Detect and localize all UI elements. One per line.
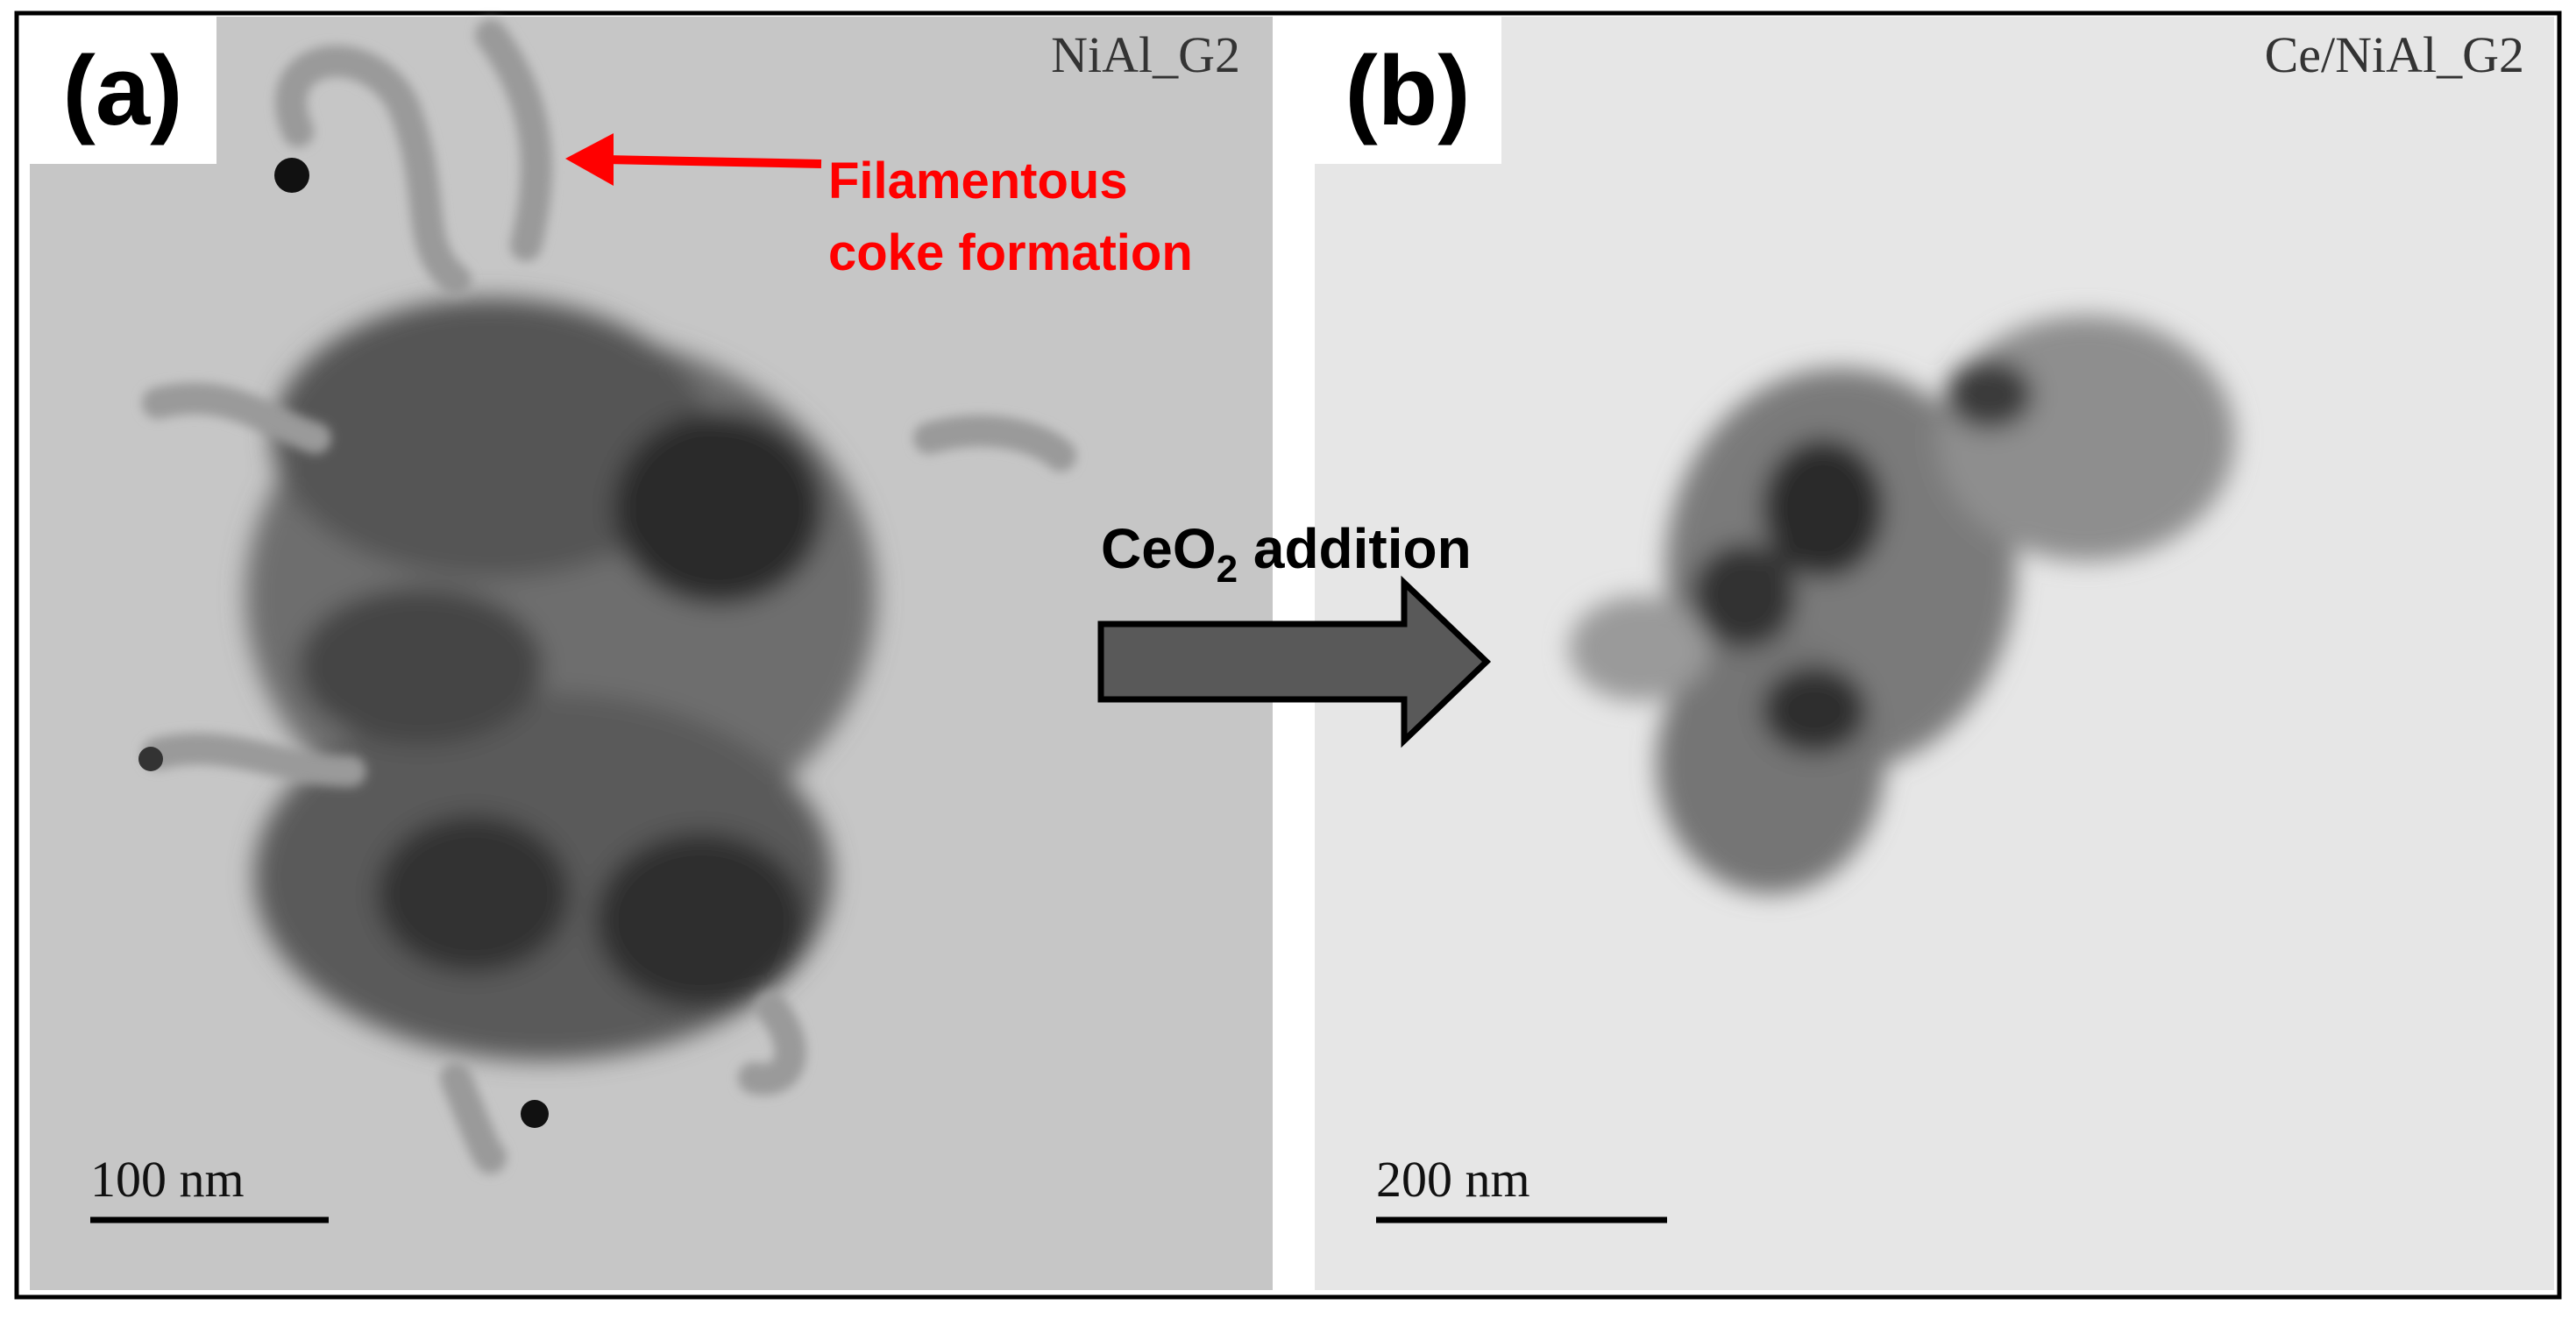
panel-a: (a) NiAl_G2 Filamentous coke formation 1… bbox=[30, 17, 1273, 1290]
particle-dot bbox=[274, 158, 309, 193]
scale-label: 100 nm bbox=[90, 1151, 245, 1208]
annotation-arrow bbox=[604, 155, 822, 168]
sample-name: Ce/NiAl_G2 bbox=[2265, 26, 2524, 83]
annotation-line: coke formation bbox=[828, 224, 1193, 281]
arrow-label-subscript: 2 bbox=[1217, 548, 1238, 591]
process-arrow bbox=[1097, 575, 1492, 748]
panel-b: (b) Ce/NiAl_G2 200 nm bbox=[1315, 17, 2554, 1290]
arrow-label: CeO2 addition bbox=[1101, 517, 1472, 591]
particle-cluster-a bbox=[245, 298, 876, 1060]
arrow-label-rest: addition bbox=[1238, 517, 1472, 580]
label-box bbox=[1315, 17, 1501, 164]
annotation-line: Filamentous bbox=[828, 152, 1128, 209]
particle-cluster-b bbox=[1569, 316, 2235, 894]
label-box bbox=[30, 17, 216, 164]
arrow-label-main: CeO bbox=[1101, 517, 1217, 580]
panel-label: (a) bbox=[63, 36, 183, 145]
sample-name: NiAl_G2 bbox=[1051, 26, 1240, 83]
annotation-arrowhead bbox=[565, 133, 614, 186]
panel-label: (b) bbox=[1345, 36, 1470, 145]
scale-label: 200 nm bbox=[1376, 1151, 1530, 1208]
particle-dot bbox=[138, 747, 163, 771]
particle-dot bbox=[521, 1100, 549, 1128]
filaments bbox=[142, 19, 1076, 1174]
